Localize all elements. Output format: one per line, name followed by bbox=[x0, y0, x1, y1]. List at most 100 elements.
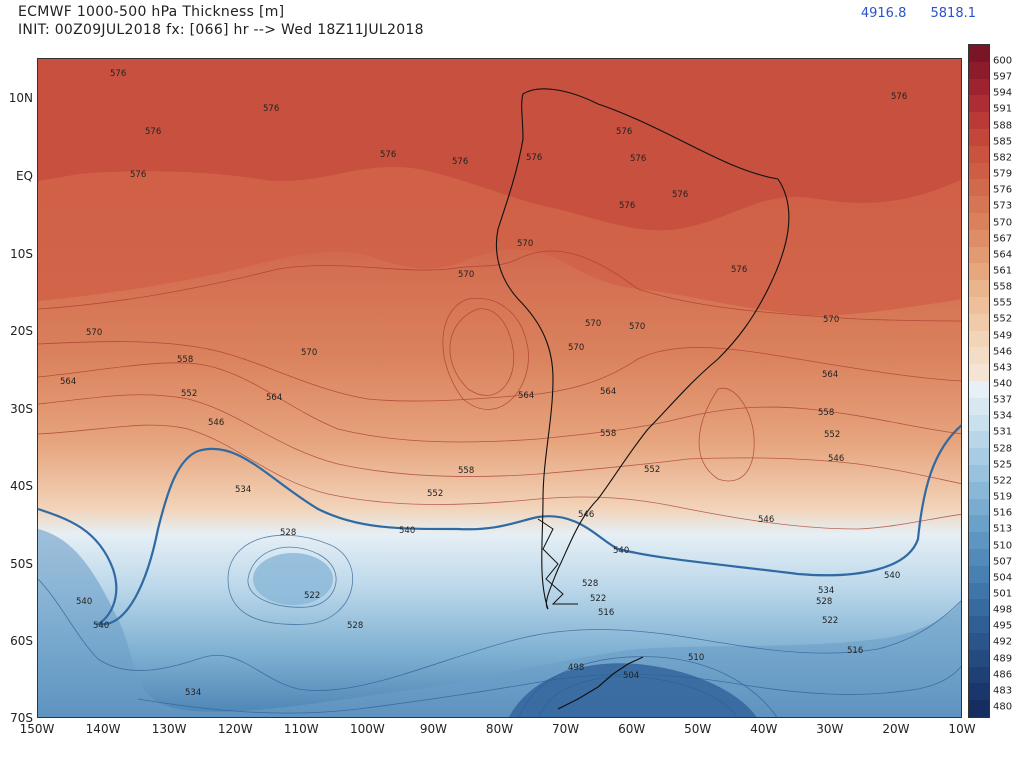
lon-label: 130W bbox=[151, 722, 187, 736]
label-576: 576 bbox=[380, 150, 396, 160]
label-576: 576 bbox=[619, 201, 635, 211]
thickness-map[interactable]: 576 576 576 576 576 576 576 576 576 576 … bbox=[37, 58, 962, 718]
lat-label: 40S bbox=[10, 479, 33, 493]
colorbar-segment bbox=[969, 78, 989, 96]
lat-label: 60S bbox=[10, 634, 33, 648]
lon-label: 30W bbox=[816, 722, 844, 736]
colorbar-segment bbox=[969, 162, 989, 180]
min-value: 4916.8 bbox=[860, 6, 907, 21]
colorbar-level-label: 513 bbox=[993, 523, 1013, 535]
colorbar-segment bbox=[969, 465, 989, 483]
colorbar-level-label: 498 bbox=[993, 604, 1013, 616]
patagonia-coast bbox=[537, 518, 578, 605]
label-576: 576 bbox=[145, 127, 161, 137]
label-528: 528 bbox=[816, 597, 832, 607]
colorbar-segment bbox=[969, 263, 989, 281]
lat-label: EQ bbox=[15, 169, 33, 183]
lon-label: 120W bbox=[217, 722, 253, 736]
label-564: 564 bbox=[822, 370, 838, 380]
colorbar-segment bbox=[969, 616, 989, 634]
lon-label: 100W bbox=[349, 722, 385, 736]
colorbar-segment bbox=[969, 297, 989, 315]
colorbar-level-label: 546 bbox=[993, 346, 1013, 358]
antarctic-peninsula bbox=[557, 656, 644, 710]
label-576: 576 bbox=[526, 153, 542, 163]
contour-labels: 576 576 576 576 576 576 576 576 576 576 … bbox=[60, 69, 907, 698]
lon-label: 140W bbox=[85, 722, 121, 736]
colorbar-segment bbox=[969, 599, 989, 617]
init-forecast-line: INIT: 00Z09JUL2018 fx: [066] hr --> Wed … bbox=[18, 22, 424, 38]
colorbar-segment bbox=[969, 666, 989, 684]
label-546: 546 bbox=[578, 510, 594, 520]
colorbar-level-label: 579 bbox=[993, 168, 1013, 180]
label-558: 558 bbox=[600, 429, 616, 439]
colorbar-segment bbox=[969, 515, 989, 533]
colorbar-level-label: 555 bbox=[993, 297, 1013, 309]
lon-label: 60W bbox=[618, 722, 646, 736]
label-570: 570 bbox=[517, 239, 533, 249]
colorbar-level-label: 597 bbox=[993, 71, 1013, 83]
colorbar-level-label: 525 bbox=[993, 459, 1013, 471]
colorbar-segment bbox=[969, 196, 989, 214]
colorbar-segment bbox=[969, 45, 989, 63]
lon-label: 70W bbox=[551, 722, 580, 736]
colorbar-level-label: 516 bbox=[993, 507, 1013, 519]
label-522: 522 bbox=[822, 616, 838, 626]
colorbar-level-label: 537 bbox=[993, 394, 1013, 406]
label-528: 528 bbox=[347, 621, 363, 631]
colorbar-segment bbox=[969, 280, 989, 298]
colorbar-segment bbox=[969, 229, 989, 248]
colorbar-segment bbox=[969, 481, 989, 500]
colorbar-segment bbox=[969, 414, 989, 432]
label-564: 564 bbox=[60, 377, 76, 387]
label-528: 528 bbox=[582, 579, 598, 589]
label-570: 570 bbox=[629, 322, 645, 332]
colorbar-level-label: 489 bbox=[993, 653, 1013, 665]
colorbar-segment bbox=[969, 498, 989, 516]
colorbar-segment bbox=[969, 532, 989, 550]
max-value: 5818.1 bbox=[930, 6, 977, 21]
label-504: 504 bbox=[623, 671, 639, 681]
colorbar-level-label: 549 bbox=[993, 330, 1013, 342]
colorbar-level-label: 528 bbox=[993, 443, 1013, 455]
cold-low-center bbox=[253, 553, 333, 605]
label-558: 558 bbox=[177, 355, 193, 365]
label-570: 570 bbox=[301, 348, 317, 358]
lon-label: 20W bbox=[882, 722, 910, 736]
label-540: 540 bbox=[93, 621, 109, 631]
colorbar-segment bbox=[969, 330, 989, 348]
label-570: 570 bbox=[568, 343, 584, 353]
colorbar-segment bbox=[969, 381, 989, 399]
colorbar-segment bbox=[969, 246, 989, 264]
label-576: 576 bbox=[452, 157, 468, 167]
colorbar-level-label: 582 bbox=[993, 152, 1013, 164]
label-576: 576 bbox=[110, 69, 126, 79]
label-576: 576 bbox=[130, 170, 146, 180]
colorbar-segment bbox=[969, 112, 989, 130]
colorbar-segment bbox=[969, 431, 989, 449]
colorbar-segment bbox=[969, 565, 989, 584]
label-564: 564 bbox=[518, 391, 534, 401]
lon-label: 40W bbox=[750, 722, 778, 736]
label-522: 522 bbox=[590, 594, 606, 604]
colorbar-segment bbox=[969, 649, 989, 668]
label-558: 558 bbox=[818, 408, 834, 418]
label-552: 552 bbox=[181, 389, 197, 399]
label-534: 534 bbox=[185, 688, 201, 698]
colorbar-segment bbox=[969, 129, 989, 147]
label-540: 540 bbox=[76, 597, 92, 607]
thickness-colorbar bbox=[968, 44, 990, 718]
lat-label: 10N bbox=[8, 91, 33, 105]
lat-label: 20S bbox=[10, 324, 33, 338]
label-516: 516 bbox=[598, 608, 614, 618]
very-warm-region bbox=[38, 59, 961, 231]
colorbar-level-label: 534 bbox=[993, 410, 1013, 422]
colorbar-level-label: 585 bbox=[993, 136, 1013, 148]
colorbar-level-label: 480 bbox=[993, 701, 1013, 713]
label-546: 546 bbox=[208, 418, 224, 428]
colorbar-level-label: 495 bbox=[993, 620, 1013, 632]
lon-label: 10W bbox=[948, 722, 976, 736]
colorbar-level-label: 600 bbox=[993, 55, 1013, 67]
colorbar-level-label: 483 bbox=[993, 685, 1013, 697]
label-558: 558 bbox=[458, 466, 474, 476]
